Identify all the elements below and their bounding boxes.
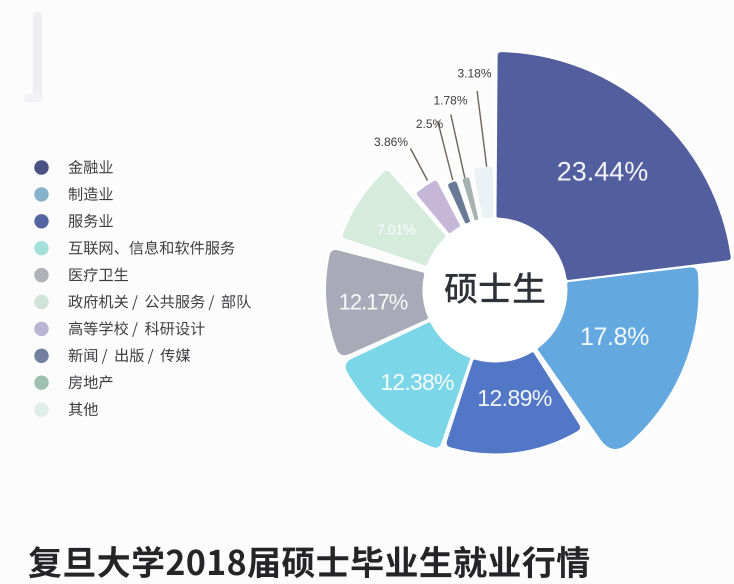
svg-text:12.89%: 12.89%: [477, 385, 552, 411]
svg-text:3.18%: 3.18%: [457, 67, 491, 81]
svg-text:12.17%: 12.17%: [339, 289, 408, 314]
svg-text:23.44%: 23.44%: [557, 157, 649, 187]
svg-text:1.78%: 1.78%: [433, 94, 467, 108]
svg-text:12.38%: 12.38%: [380, 369, 454, 395]
svg-text:17.8%: 17.8%: [580, 323, 649, 351]
svg-text:7.01%: 7.01%: [377, 223, 416, 239]
svg-text:3.86%: 3.86%: [374, 135, 408, 149]
svg-text:2.5%: 2.5%: [416, 117, 444, 131]
